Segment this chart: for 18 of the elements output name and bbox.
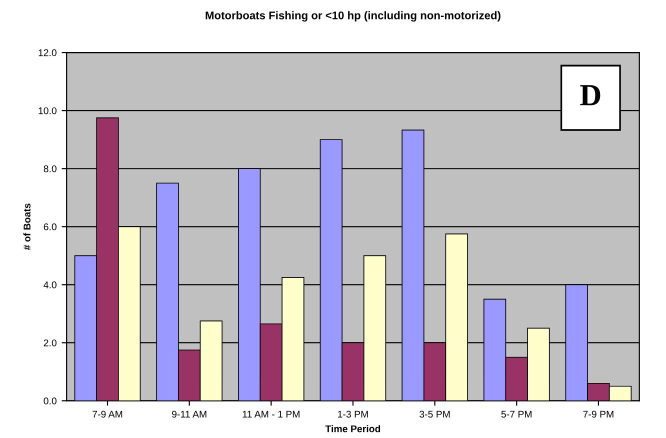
x-tick-label: 5-7 PM <box>501 410 532 418</box>
y-tick-label: 2.0 <box>44 339 56 346</box>
y-tick-label: 10.0 <box>38 107 56 114</box>
y-tick-label: 4.0 <box>44 281 56 288</box>
x-tick-label: 11 AM - 1 PM <box>242 410 300 418</box>
y-tick-label: 6.0 <box>44 223 56 230</box>
x-tick-label: 1-3 PM <box>338 410 368 418</box>
y-tick-label: 0.0 <box>44 398 56 404</box>
chart-title: Motorboats Fishing or <10 hp (including non-motorized) <box>206 11 500 22</box>
x-axis-title: Time Period <box>325 425 380 432</box>
y-tick-label: 12.0 <box>38 49 56 56</box>
x-tick-label: 3-5 PM <box>420 410 450 418</box>
x-tick-label: 7-9 PM <box>583 410 614 418</box>
y-axis-title: # of Boats <box>23 204 30 250</box>
y-tick-label: 8.0 <box>44 165 56 172</box>
x-tick-label: 7-9 AM <box>92 410 122 418</box>
x-tick-label: 9-11 AM <box>172 410 206 418</box>
annotation: D <box>580 85 600 106</box>
